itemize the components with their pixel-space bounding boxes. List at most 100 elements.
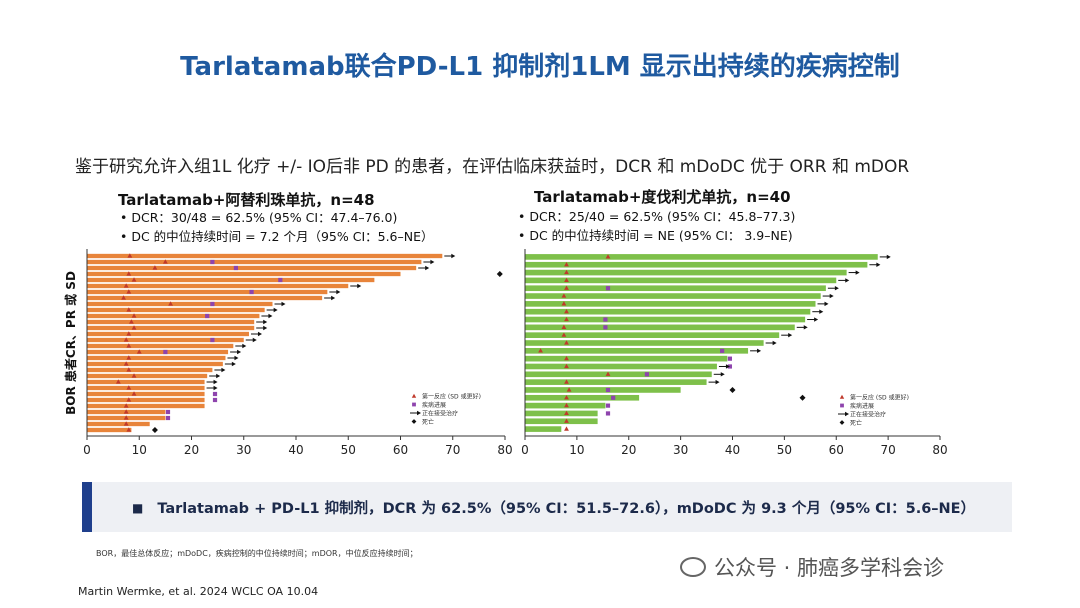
progression-marker bbox=[233, 265, 239, 271]
ongoing-arrow bbox=[708, 379, 720, 385]
first-response-marker bbox=[564, 410, 569, 416]
ongoing-arrow bbox=[230, 349, 242, 355]
wechat-icon bbox=[680, 557, 706, 577]
x-tick-label: 60 bbox=[393, 443, 408, 457]
bar bbox=[87, 259, 422, 265]
bar bbox=[525, 379, 707, 385]
ongoing-arrow bbox=[206, 385, 218, 391]
first-response-marker bbox=[126, 331, 132, 336]
ongoing-arrow bbox=[261, 313, 273, 319]
bar bbox=[87, 343, 234, 349]
ongoing-arrow bbox=[209, 373, 221, 379]
ongoing-arrow-head bbox=[263, 325, 268, 331]
ongoing-arrow bbox=[848, 270, 860, 275]
x-tick-label: 70 bbox=[880, 443, 895, 457]
progression-marker bbox=[249, 289, 254, 295]
summary-text: Tarlatamab + PD-L1 抑制剂，DCR 为 62.5%（95% C… bbox=[132, 497, 975, 518]
first-response-marker bbox=[564, 355, 569, 361]
first-response-marker bbox=[564, 340, 569, 345]
first-response-marker bbox=[564, 418, 569, 423]
bar bbox=[87, 403, 205, 409]
bar bbox=[87, 313, 260, 319]
ongoing-arrow-head bbox=[876, 262, 881, 267]
first-response-marker bbox=[564, 426, 569, 431]
x-tick-label: 20 bbox=[184, 443, 199, 457]
y-axis-label: BOR 患者CR、PR 或 SD bbox=[63, 271, 78, 415]
ongoing-arrow-head bbox=[216, 373, 221, 379]
bar bbox=[87, 373, 208, 379]
progression-marker bbox=[605, 403, 611, 408]
first-response-marker bbox=[564, 402, 569, 408]
legend-label: 死亡 bbox=[850, 419, 862, 427]
first-response-marker bbox=[123, 403, 129, 408]
x-tick-label: 10 bbox=[569, 443, 584, 457]
death-marker bbox=[496, 271, 503, 277]
bar bbox=[87, 397, 205, 403]
first-response-marker bbox=[605, 371, 611, 376]
bar bbox=[87, 301, 273, 307]
x-tick-label: 20 bbox=[621, 443, 636, 457]
first-response-marker bbox=[123, 421, 129, 426]
x-tick-label: 30 bbox=[236, 443, 251, 457]
first-response-marker bbox=[564, 363, 569, 369]
first-response-marker bbox=[561, 293, 567, 298]
bar bbox=[87, 355, 226, 361]
panel-title-durva: Tarlatamab+度伐利尤单抗，n=40 bbox=[534, 188, 791, 206]
bar bbox=[525, 410, 598, 417]
ongoing-arrow bbox=[329, 289, 341, 295]
bullet-dc-duration-atezo: DC 的中位持续时间 = 7.2 个月（95% CI：5.6–NE） bbox=[120, 227, 433, 246]
first-response-marker bbox=[564, 262, 569, 267]
ongoing-arrow-head bbox=[231, 361, 236, 367]
bar bbox=[87, 295, 323, 301]
bar bbox=[525, 285, 826, 292]
bullet-dcr-atezo: DCR：30/48 = 62.5% (95% CI：47.4–76.0) bbox=[120, 208, 434, 227]
ongoing-arrow bbox=[817, 301, 829, 307]
x-tick-label: 40 bbox=[288, 443, 303, 457]
bullet-dcr-durva: DCR：25/40 = 62.5% (95% CI：45.8–77.3) bbox=[518, 207, 795, 226]
page-title: Tarlatamab联合PD-L1 抑制剂1LM 显示出持续的疾病控制 bbox=[180, 52, 900, 82]
progression-marker bbox=[644, 372, 650, 377]
ongoing-arrow-head bbox=[273, 307, 278, 313]
bar bbox=[525, 394, 640, 401]
bar bbox=[525, 363, 717, 370]
ongoing-arrow-head bbox=[357, 283, 362, 289]
first-response-marker bbox=[152, 265, 158, 270]
legend-triangle-icon bbox=[411, 393, 417, 398]
x-tick-label: 50 bbox=[777, 443, 792, 457]
first-response-marker bbox=[564, 308, 569, 314]
bar bbox=[525, 324, 795, 331]
legend-label: 正在接受治疗 bbox=[850, 411, 886, 419]
first-response-marker bbox=[123, 409, 129, 414]
bar bbox=[87, 319, 255, 325]
first-response-marker bbox=[127, 253, 133, 258]
first-response-marker bbox=[564, 269, 569, 275]
first-response-marker bbox=[126, 367, 132, 372]
first-response-marker bbox=[126, 355, 132, 360]
bar bbox=[525, 269, 847, 276]
ongoing-arrow-head bbox=[213, 379, 218, 385]
ongoing-arrow bbox=[224, 361, 236, 367]
legend-arrow-icon bbox=[410, 410, 421, 416]
progression-marker bbox=[165, 415, 171, 421]
progression-marker bbox=[210, 301, 215, 307]
ongoing-arrow bbox=[718, 364, 730, 369]
ongoing-arrow-head bbox=[221, 367, 226, 373]
bar bbox=[87, 379, 205, 385]
first-response-marker bbox=[561, 301, 567, 306]
first-response-marker bbox=[538, 348, 543, 353]
progression-marker bbox=[210, 259, 215, 265]
panel-title-atezo: Tarlatamab+阿替利珠单抗，n=48 bbox=[118, 191, 375, 209]
chart-atezo: 0 10 20 30 40 50 60 70 80 BOR 患者CR、PR 或 SD 第一反应 (S… bbox=[63, 249, 513, 457]
x-tick-label: 70 bbox=[445, 443, 460, 457]
ongoing-arrow-head bbox=[336, 289, 341, 295]
ongoing-arrow bbox=[206, 379, 218, 385]
progression-marker bbox=[605, 411, 611, 416]
first-response-marker bbox=[129, 319, 134, 324]
bar bbox=[525, 418, 598, 425]
x-tick-label: 0 bbox=[83, 443, 91, 457]
ongoing-arrow bbox=[324, 295, 336, 301]
first-response-marker bbox=[123, 361, 129, 366]
